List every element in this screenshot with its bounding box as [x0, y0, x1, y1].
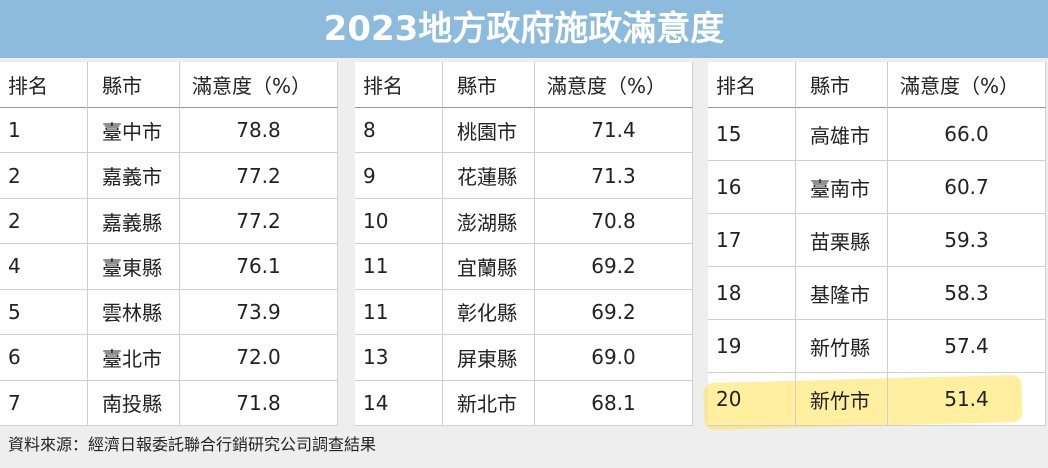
table-cell: 73.9 — [180, 289, 338, 336]
table-cell: 1 — [0, 108, 88, 154]
table-cell: 新竹縣 — [796, 320, 888, 373]
table-cell: 78.8 — [180, 108, 338, 154]
table-cell: 南投縣 — [88, 380, 180, 426]
table-cell: 71.4 — [535, 108, 693, 154]
table-cell: 71.8 — [180, 380, 338, 426]
table-cell: 新北市 — [443, 380, 535, 426]
table-cell: 59.3 — [888, 214, 1046, 267]
table-panel: 排名 縣市 滿意度（%） 15 高雄市 66.0 16 臺南市 60.7 17 苗栗縣 59.3 18 基… — [703, 62, 1046, 431]
table-cell: 13 — [355, 335, 443, 381]
table-cell: 臺東縣 — [88, 244, 180, 290]
table-cell: 20 — [708, 373, 796, 426]
source-note: 資料來源：經濟日報委託聯合行銷研究公司調查結果 — [8, 435, 377, 454]
table-cell: 51.4 — [888, 373, 1046, 426]
column-header: 排名 — [355, 62, 443, 108]
column-header: 滿意度（%） — [888, 62, 1046, 108]
table-cell: 11 — [355, 244, 443, 290]
table-cell: 屏東縣 — [443, 335, 535, 381]
table-cell: 7 — [0, 380, 88, 426]
table-panel: 排名 縣市 滿意度（%） 8 桃園市 71.4 9 花蓮縣 71.3 10 澎湖縣 70.8 11 宜蘭縣… — [355, 62, 693, 426]
table-cell: 70.8 — [535, 198, 693, 245]
table-cell: 71.3 — [535, 153, 693, 199]
table-cell: 2 — [0, 153, 88, 199]
table-cell: 66.0 — [888, 108, 1046, 161]
table-cell: 60.7 — [888, 161, 1046, 214]
table-cell: 57.4 — [888, 320, 1046, 373]
table-cell: 嘉義縣 — [88, 198, 180, 245]
table-cell: 臺中市 — [88, 108, 180, 154]
column-header: 排名 — [708, 62, 796, 108]
table-cell: 4 — [0, 244, 88, 290]
table-cell: 9 — [355, 153, 443, 199]
column-header: 滿意度（%） — [535, 62, 693, 108]
table-cell: 77.2 — [180, 153, 338, 199]
table-cell: 嘉義市 — [88, 153, 180, 199]
table-cell: 臺南市 — [796, 161, 888, 214]
table-cell: 5 — [0, 289, 88, 336]
column-header: 滿意度（%） — [180, 62, 338, 108]
table-cell: 68.1 — [535, 380, 693, 426]
column-header: 縣市 — [443, 62, 535, 108]
table-cell: 58.3 — [888, 267, 1046, 320]
table-cell: 69.2 — [535, 289, 693, 336]
table-cell: 69.0 — [535, 335, 693, 381]
column-header: 縣市 — [88, 62, 180, 108]
table-cell: 苗栗縣 — [796, 214, 888, 267]
table-panel: 排名 縣市 滿意度（%） 1 臺中市 78.8 2 嘉義市 77.2 2 嘉義縣 77.2 4 臺東縣 76… — [0, 62, 338, 426]
table-cell: 高雄市 — [796, 108, 888, 161]
table-cell: 76.1 — [180, 244, 338, 290]
table-cell: 2 — [0, 198, 88, 245]
table-cell: 17 — [708, 214, 796, 267]
table-cell: 雲林縣 — [88, 289, 180, 336]
table-cell: 15 — [708, 108, 796, 161]
column-header: 縣市 — [796, 62, 888, 108]
table-cell: 19 — [708, 320, 796, 373]
table-cell: 8 — [355, 108, 443, 154]
table-cell: 77.2 — [180, 198, 338, 245]
table-cell: 16 — [708, 161, 796, 214]
table-cell: 69.2 — [535, 244, 693, 290]
table-cell: 6 — [0, 335, 88, 381]
table-cell: 基隆市 — [796, 267, 888, 320]
title: 2023地方政府施政滿意度 — [0, 0, 1048, 58]
table-cell: 澎湖縣 — [443, 198, 535, 245]
table-cell: 宜蘭縣 — [443, 244, 535, 290]
column-header: 排名 — [0, 62, 88, 108]
table-cell: 桃園市 — [443, 108, 535, 154]
table-cell: 18 — [708, 267, 796, 320]
table-cell: 11 — [355, 289, 443, 336]
table-cell: 臺北市 — [88, 335, 180, 381]
table-cell: 72.0 — [180, 335, 338, 381]
table-cell: 花蓮縣 — [443, 153, 535, 199]
table-cell: 10 — [355, 198, 443, 245]
table-cell: 14 — [355, 380, 443, 426]
table-cell: 彰化縣 — [443, 289, 535, 336]
table-cell: 新竹市 — [796, 373, 888, 426]
